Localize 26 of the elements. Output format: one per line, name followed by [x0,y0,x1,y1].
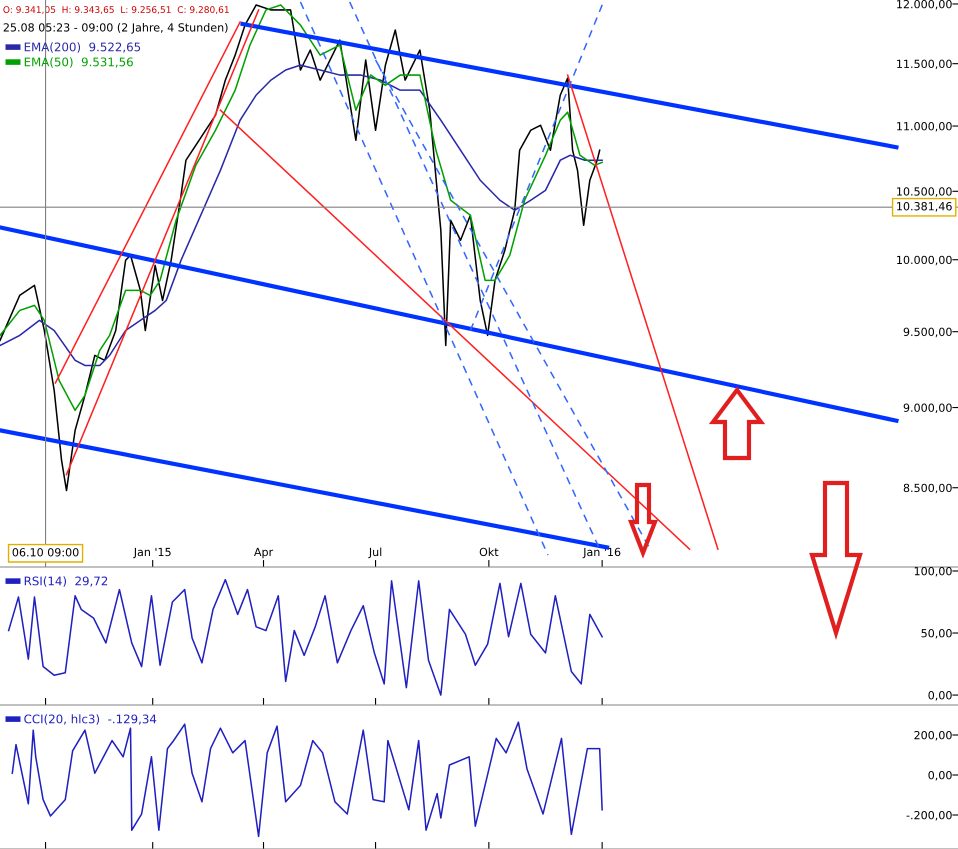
y-tick-label: 9.000,00 [904,404,952,414]
y-tick-label: 0,00 [928,770,952,781]
x-tick-label: Jan '15 [133,548,171,558]
x-tick-label: Apr [254,548,274,558]
ref-line-label: 06.10 09:00 [12,548,79,557]
y-tick-label: 50,00 [921,629,952,639]
legend-label: RSI(14) 29,72 [24,576,108,587]
y-tick-label: 9.500,00 [904,328,952,338]
annotation: 25.08 05:23 - 09:00 (2 Jahre, 4 Stunden) [4,23,228,34]
y-tick-label: 10.000,00 [897,256,952,266]
y-tick-label: 100,00 [914,566,952,576]
y-tick-label: 0,00 [928,691,952,701]
ref-line-label: 10.381,46 [897,202,952,212]
y-tick-label: 10.500,00 [897,187,952,197]
y-tick-label: 200,00 [914,730,952,741]
x-tick-label: Okt [480,548,498,556]
y-tick-label: 11.500,00 [897,60,952,70]
y-tick-label: 12.000,00 [897,0,952,10]
annotation: O: 9.341,05 H: 9.343,65 L: 9.256,51 C: 9.280,61 [3,6,229,14]
y-tick-label: -.200,00 [906,810,952,821]
x-tick-label: Jul [368,548,382,558]
y-tick-label: 8.500,00 [904,484,952,494]
x-tick-label: Jan '16 [582,548,620,558]
legend-label: EMA(50) 9.531,56 [24,57,133,68]
y-tick-label: 11.000,00 [897,122,952,132]
legend-label: CCI(20, hlc3) -.129,34 [24,714,156,725]
